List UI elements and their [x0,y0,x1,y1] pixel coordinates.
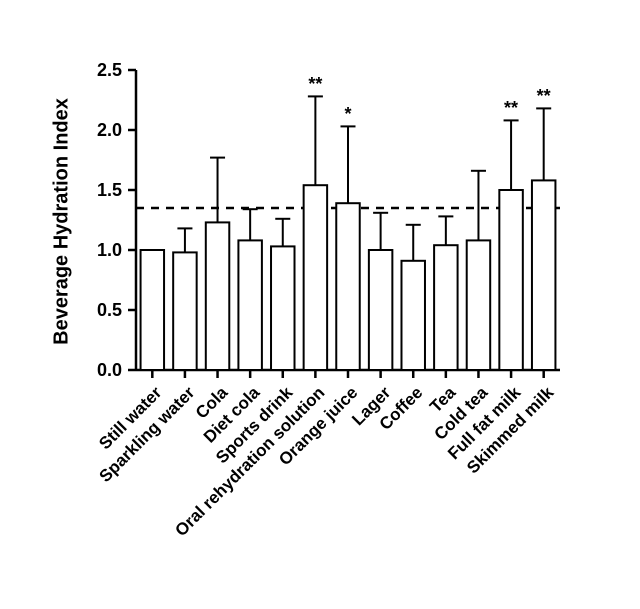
significance-marker: * [328,104,368,125]
bar [271,246,294,370]
bar [434,245,457,370]
y-tick-label: 2.5 [97,60,122,81]
bar [499,190,522,370]
bar [206,222,229,370]
y-tick-label: 1.0 [97,240,122,261]
bar [238,240,261,370]
bar [467,240,490,370]
bar [304,185,327,370]
y-tick-label: 0.0 [97,360,122,381]
y-tick-label: 2.0 [97,120,122,141]
bar [173,252,196,370]
y-tick-label: 0.5 [97,300,122,321]
bar [532,180,555,370]
bar [141,250,164,370]
significance-marker: ** [295,74,335,95]
chart-stage: 0.00.51.01.52.02.5Still waterSparkling w… [0,0,640,607]
bar [401,261,424,370]
bar [336,203,359,370]
bar [369,250,392,370]
y-tick-label: 1.5 [97,180,122,201]
significance-marker: ** [524,86,564,107]
y-axis-label: Beverage Hydration Index [51,72,74,372]
